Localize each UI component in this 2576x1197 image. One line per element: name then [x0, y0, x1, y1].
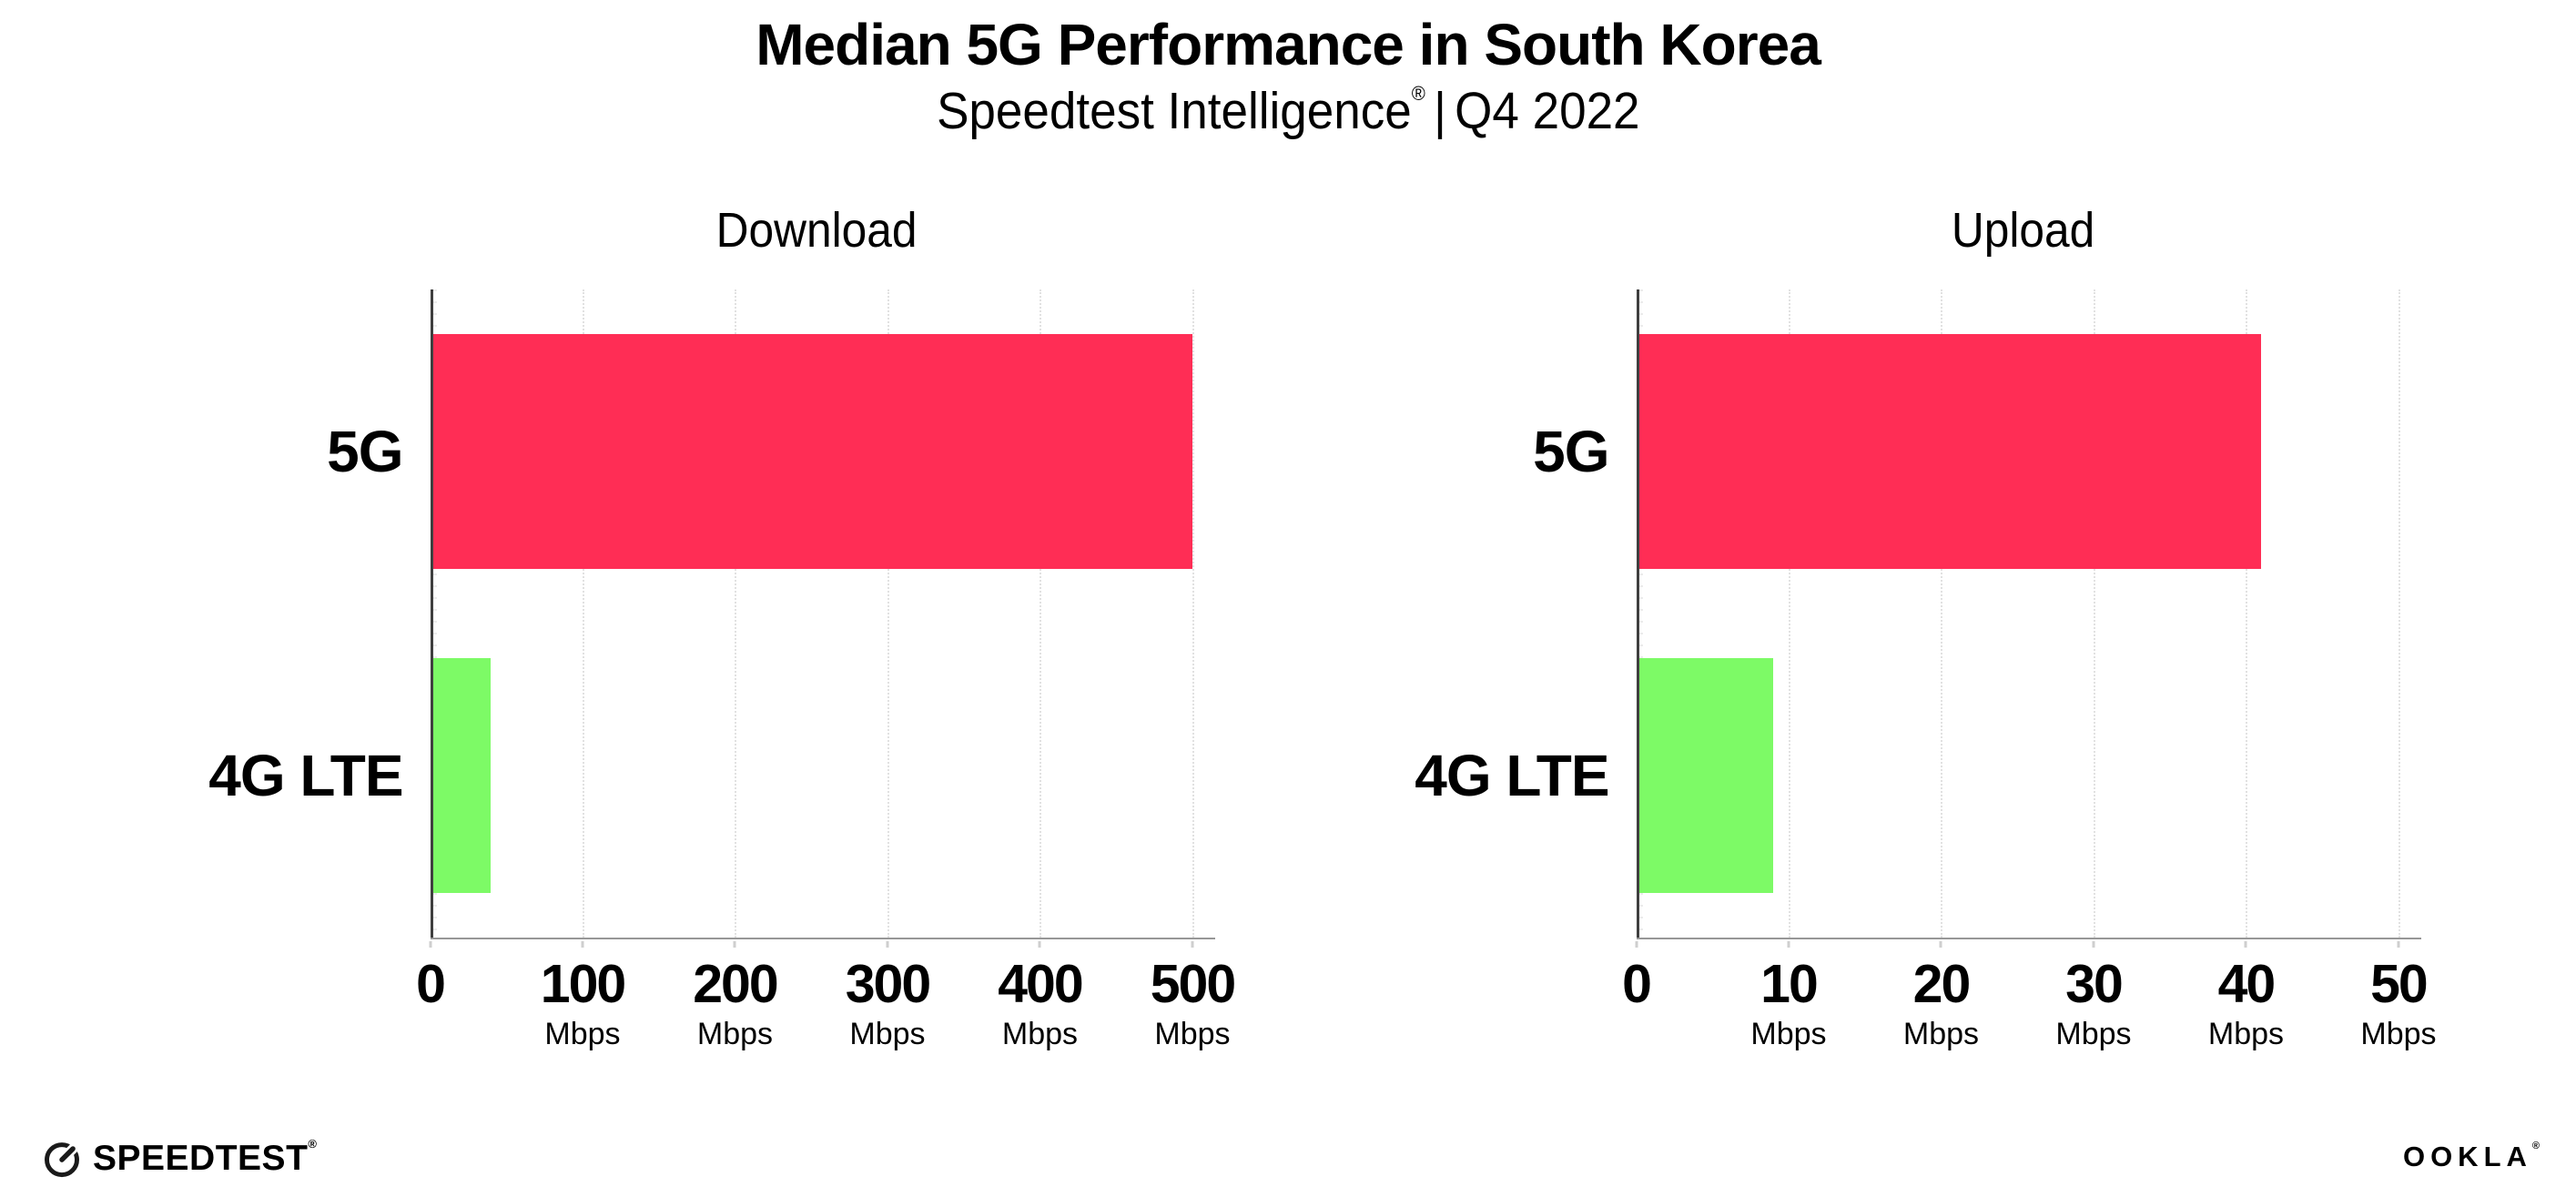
subtitle-brand: Speedtest Intelligence	[936, 81, 1412, 140]
x-tick-label: 100 Mbps	[540, 954, 626, 1052]
upload-chart-title: Upload	[1951, 203, 2095, 259]
tick-unit: Mbps	[1750, 1017, 1827, 1052]
download-x-axis-tick-labels: 0 100 Mbps 200 Mbps 300 Mbps 400 Mbps 500 Mbps	[416, 954, 1236, 1094]
category-label-4g-lte: 4G LTE	[1415, 743, 1609, 809]
tick-unit: Mbps	[2055, 1017, 2132, 1052]
y-axis-line	[430, 289, 433, 939]
x-tick-label: 20 Mbps	[1903, 958, 1979, 1050]
tick-value: 100	[540, 954, 626, 1015]
download-plot-row: 5G 4G LTE	[167, 289, 1215, 948]
x-tick-label: 0	[416, 954, 446, 1015]
page-title: Median 5G Performance in South Korea	[756, 12, 1821, 77]
x-axis-line	[430, 938, 1215, 940]
tick-unit: Mbps	[1001, 1017, 1079, 1052]
axis-tick	[1939, 941, 1942, 948]
gridline	[582, 289, 584, 938]
gridline	[2398, 289, 2400, 938]
speedtest-logo: SPEEDTEST®	[42, 1137, 318, 1179]
axis-tick	[886, 941, 889, 948]
axis-tick	[1191, 941, 1194, 948]
tick-value: 0	[1622, 954, 1652, 1015]
charts-area: Download 5G 4G LTE 0 100 Mbps 200 Mbps 300 Mbps…	[0, 202, 2576, 1094]
x-tick-label: 0	[1622, 954, 1652, 1015]
ookla-wordmark: OOKLA	[2402, 1141, 2532, 1172]
axis-tick	[2092, 941, 2095, 948]
axis-tick	[2397, 941, 2400, 948]
tick-unit: Mbps	[1154, 1017, 1231, 1052]
subtitle-separator: |	[1433, 81, 1446, 140]
axis-tick	[429, 941, 431, 948]
x-tick-label: 50 Mbps	[2360, 958, 2436, 1050]
upload-x-axis-tick-labels: 0 10 Mbps 20 Mbps 30 Mbps 40 Mbps 50 Mbps	[1622, 958, 2436, 1094]
bar-5g	[1636, 334, 2262, 569]
download-plot-area	[429, 289, 1215, 948]
upload-plot-row: 5G 4G LTE	[1373, 289, 2421, 948]
tick-unit: Mbps	[2360, 1017, 2437, 1052]
x-axis-line	[1636, 938, 2421, 940]
tick-value: 50	[2370, 954, 2429, 1015]
tick-value: 20	[1912, 954, 1972, 1015]
x-tick-label: 300 Mbps	[845, 954, 931, 1052]
category-label-4g-lte: 4G LTE	[208, 743, 403, 809]
subtitle-text: Speedtest Intelligence® | Q4 2022	[937, 80, 1639, 142]
gridline	[2093, 289, 2095, 938]
bar-4g-lte	[430, 658, 492, 893]
upload-chart: Upload 5G 4G LTE 0 10 Mbps 20 Mbps 30 Mbps 40 Mbp…	[1373, 202, 2436, 1094]
tick-value: 30	[2065, 954, 2124, 1015]
tick-unit: Mbps	[2207, 1017, 2285, 1052]
gridline	[735, 289, 737, 938]
registered-mark-icon: ®	[2531, 1141, 2540, 1151]
axis-tick	[733, 941, 736, 948]
gridline	[1040, 289, 1042, 938]
registered-mark-icon: ®	[1411, 81, 1425, 105]
axis-tick	[1787, 941, 1790, 948]
gridline	[1788, 289, 1790, 938]
bar-4g-lte	[1636, 658, 1774, 893]
upload-plot-area	[1635, 289, 2421, 948]
download-chart-title: Download	[716, 203, 918, 259]
gauge-icon	[45, 1142, 79, 1178]
tick-value: 200	[693, 954, 778, 1015]
tick-value: 400	[998, 954, 1083, 1015]
tick-value: 10	[1760, 954, 1819, 1015]
tick-value: 0	[416, 954, 446, 1015]
registered-mark-icon: ®	[308, 1137, 318, 1151]
subtitle-period: Q4 2022	[1454, 81, 1640, 140]
axis-tick	[2244, 941, 2247, 948]
tick-unit: Mbps	[1902, 1017, 1980, 1052]
category-label-5g: 5G	[327, 419, 403, 485]
y-axis-line	[1636, 289, 1639, 939]
tick-value: 40	[2217, 954, 2277, 1015]
download-y-axis-labels: 5G 4G LTE	[167, 289, 431, 938]
x-tick-label: 10 Mbps	[1750, 958, 1826, 1050]
download-chart: Download 5G 4G LTE 0 100 Mbps 200 Mbps 300 Mbps…	[167, 202, 1236, 1094]
category-label-5g: 5G	[1533, 419, 1609, 485]
upload-y-axis-labels: 5G 4G LTE	[1373, 289, 1637, 938]
header: Median 5G Performance in South Korea Spe…	[0, 0, 2576, 142]
bar-5g	[430, 334, 1192, 569]
tick-unit: Mbps	[544, 1017, 621, 1052]
y-axis-minor-ticks	[432, 289, 437, 938]
y-axis-minor-ticks	[1638, 289, 1643, 938]
gridline	[887, 289, 889, 938]
tick-value: 300	[845, 954, 931, 1015]
x-tick-label: 400 Mbps	[998, 954, 1083, 1052]
tick-unit: Mbps	[696, 1017, 774, 1052]
axis-tick	[1635, 941, 1638, 948]
x-tick-label: 200 Mbps	[693, 954, 778, 1052]
tick-value: 500	[1150, 954, 1236, 1015]
gridline	[1192, 289, 1194, 938]
x-tick-label: 500 Mbps	[1150, 954, 1236, 1052]
axis-tick	[581, 941, 584, 948]
speedtest-wordmark: SPEEDTEST®	[93, 1137, 318, 1178]
gridline	[2246, 289, 2248, 938]
x-tick-label: 30 Mbps	[2055, 958, 2131, 1050]
tick-unit: Mbps	[849, 1017, 926, 1052]
page-subtitle: Speedtest Intelligence® | Q4 2022	[0, 80, 2576, 142]
axis-tick	[1038, 941, 1041, 948]
x-tick-label: 40 Mbps	[2208, 958, 2284, 1050]
ookla-logo: OOKLA®	[2403, 1141, 2540, 1173]
gridline	[1941, 289, 1943, 938]
